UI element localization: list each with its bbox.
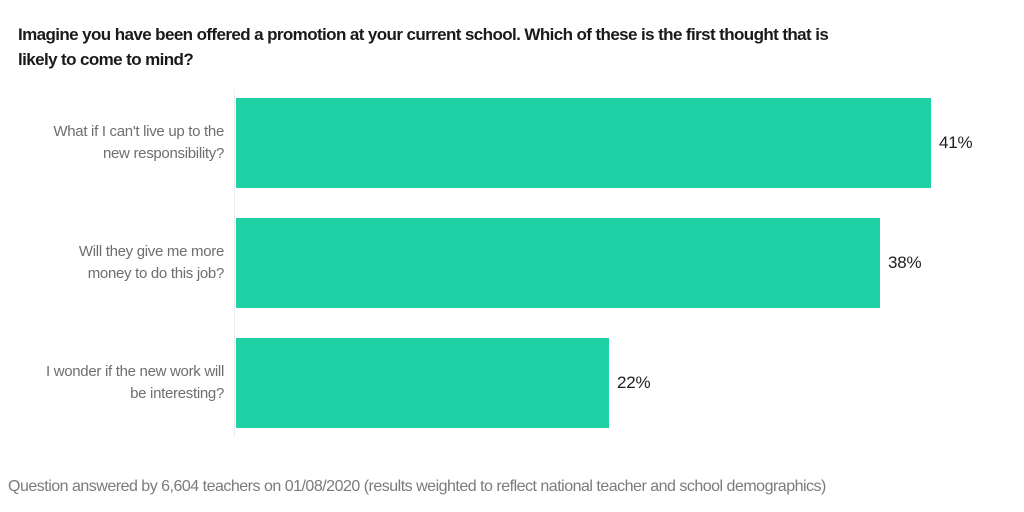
- category-label-line: What if I can't live up to the: [53, 123, 224, 140]
- value-label: 41%: [939, 133, 973, 152]
- bar-money: [236, 218, 880, 308]
- category-label-line: new responsibility?: [102, 145, 224, 162]
- category-label: Will they give me more money to do this …: [0, 241, 230, 285]
- page-title-line-1: Imagine you have been offered a promotio…: [18, 25, 829, 44]
- bar-chart: What if I can't live up to the new respo…: [0, 98, 1024, 428]
- value-label: 38%: [888, 253, 922, 272]
- bar-row-responsibility: What if I can't live up to the new respo…: [0, 98, 1024, 188]
- value-label: 22%: [617, 373, 651, 392]
- bar-row-money: Will they give me more money to do this …: [0, 218, 1024, 308]
- bar-interesting: [236, 338, 609, 428]
- category-label-line: Will they give me more: [78, 243, 224, 260]
- category-label: What if I can't live up to the new respo…: [0, 121, 230, 165]
- bar-responsibility: [236, 98, 931, 188]
- footnote: Question answered by 6,604 teachers on 0…: [8, 478, 826, 495]
- category-label-line: be interesting?: [130, 385, 224, 402]
- category-label: I wonder if the new work will be interes…: [0, 361, 230, 405]
- y-axis-baseline: [234, 90, 235, 437]
- page-title-line-2: likely to come to mind?: [18, 50, 194, 69]
- category-label-line: I wonder if the new work will: [45, 363, 224, 380]
- page-title: Imagine you have been offered a promotio…: [18, 22, 1018, 72]
- bar-row-interesting: I wonder if the new work will be interes…: [0, 338, 1024, 428]
- category-label-line: money to do this job?: [87, 265, 225, 282]
